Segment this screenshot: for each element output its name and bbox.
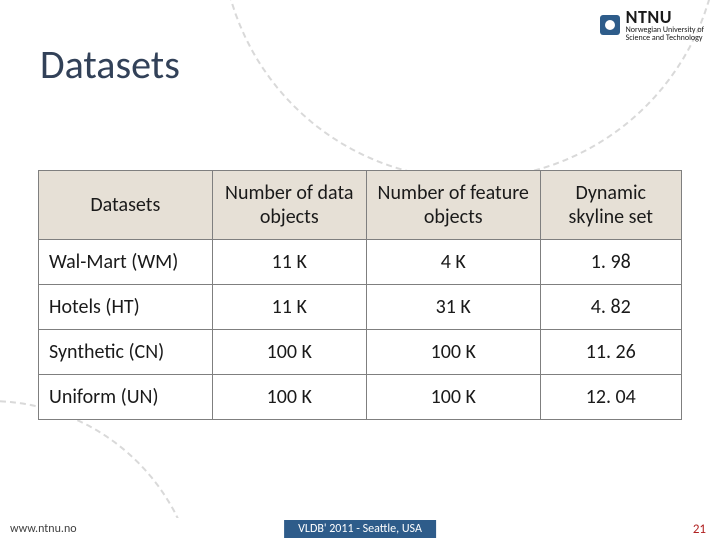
cell-dataset-name: Wal-Mart (WM)	[39, 240, 213, 285]
cell-data-objects: 100 K	[212, 375, 366, 420]
cell-skyline: 1. 98	[540, 240, 681, 285]
col-header-feature-objects: Number of feature objects	[366, 171, 540, 240]
table-row: Synthetic (CN) 100 K 100 K 11. 26	[39, 330, 682, 375]
datasets-table-container: Datasets Number of data objects Number o…	[38, 170, 682, 420]
logo-text: NTNU Norwegian University of Science and…	[626, 8, 704, 42]
cell-skyline: 12. 04	[540, 375, 681, 420]
slide-number: 21	[693, 522, 706, 537]
footer-venue: VLDB' 2011 - Seattle, USA	[284, 520, 436, 538]
cell-feature-objects: 100 K	[366, 375, 540, 420]
table-row: Wal-Mart (WM) 11 K 4 K 1. 98	[39, 240, 682, 285]
cell-data-objects: 11 K	[212, 240, 366, 285]
cell-data-objects: 11 K	[212, 285, 366, 330]
cell-dataset-name: Hotels (HT)	[39, 285, 213, 330]
logo: NTNU Norwegian University of Science and…	[600, 8, 704, 42]
table-row: Uniform (UN) 100 K 100 K 12. 04	[39, 375, 682, 420]
table-header-row: Datasets Number of data objects Number o…	[39, 171, 682, 240]
logo-sub-line2: Science and Technology	[626, 34, 704, 42]
footer-url: www.ntnu.no	[10, 522, 77, 536]
col-header-datasets: Datasets	[39, 171, 213, 240]
col-header-skyline: Dynamic skyline set	[540, 171, 681, 240]
cell-skyline: 11. 26	[540, 330, 681, 375]
page-title: Datasets	[40, 40, 180, 89]
datasets-table: Datasets Number of data objects Number o…	[38, 170, 682, 420]
footer: www.ntnu.no VLDB' 2011 - Seattle, USA 21	[0, 518, 720, 540]
cell-feature-objects: 100 K	[366, 330, 540, 375]
logo-main: NTNU	[626, 8, 704, 26]
cell-dataset-name: Synthetic (CN)	[39, 330, 213, 375]
cell-feature-objects: 31 K	[366, 285, 540, 330]
table-row: Hotels (HT) 11 K 31 K 4. 82	[39, 285, 682, 330]
cell-skyline: 4. 82	[540, 285, 681, 330]
cell-data-objects: 100 K	[212, 330, 366, 375]
ntnu-logo-icon	[600, 15, 620, 35]
col-header-data-objects: Number of data objects	[212, 171, 366, 240]
cell-feature-objects: 4 K	[366, 240, 540, 285]
cell-dataset-name: Uniform (UN)	[39, 375, 213, 420]
